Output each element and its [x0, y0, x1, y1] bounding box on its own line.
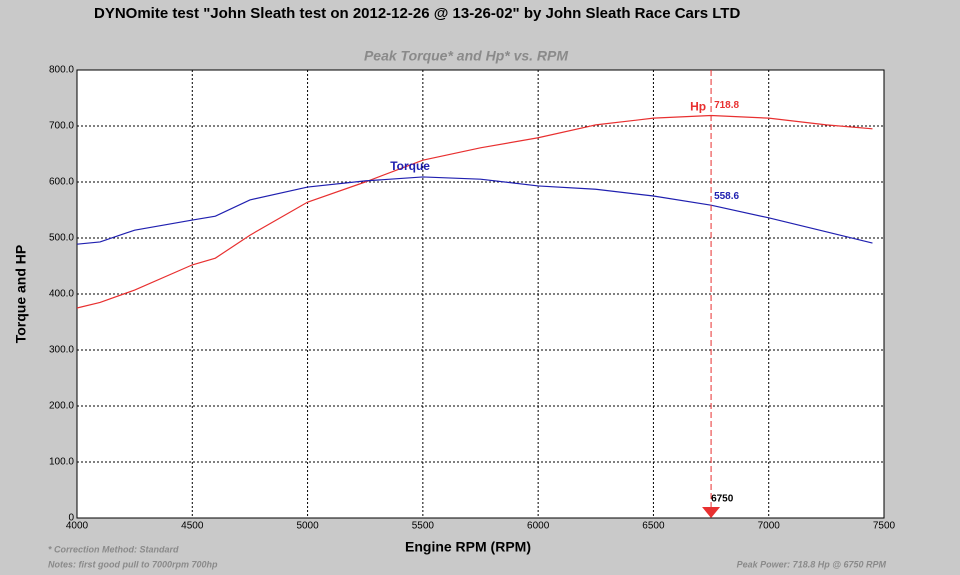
x-tick-label: 6000: [527, 521, 550, 532]
data-line: [76, 114, 873, 309]
y-tick-label: 400.0: [49, 289, 74, 300]
notes: Notes: first good pull to 7000rpm 700hp: [48, 559, 218, 569]
cursor-label: 6750: [711, 494, 734, 505]
x-tick-label: 7500: [873, 521, 896, 532]
value-label: 718.8: [714, 100, 739, 111]
y-tick-label: 0: [68, 513, 74, 524]
x-tick-label: 6500: [642, 521, 665, 532]
value-label: 558.6: [714, 191, 739, 202]
y-axis-label: Torque and HP: [13, 245, 29, 344]
chart-title: DYNOmite test "John Sleath test on 2012-…: [94, 5, 740, 22]
y-tick-label: 300.0: [49, 345, 74, 356]
series-label: Hp: [690, 100, 706, 114]
data-line: [76, 176, 873, 245]
x-tick-label: 4500: [181, 521, 204, 532]
peak-note: Peak Power: 718.8 Hp @ 6750 RPM: [737, 559, 887, 569]
y-tick-label: 200.0: [49, 401, 74, 412]
y-tick-label: 500.0: [49, 233, 74, 244]
chart-subtitle: Peak Torque* and Hp* vs. RPM: [364, 48, 568, 64]
correction-note: * Correction Method: Standard: [48, 544, 179, 554]
cursor-marker: [702, 507, 721, 518]
x-tick-label: 5000: [296, 521, 319, 532]
y-tick-label: 800.0: [49, 65, 74, 76]
x-tick-label: 4000: [66, 521, 89, 532]
x-axis-label: Engine RPM (RPM): [405, 539, 531, 555]
y-tick-label: 700.0: [49, 121, 74, 132]
y-tick-label: 100.0: [49, 457, 74, 468]
x-tick-label: 7000: [758, 521, 781, 532]
series-label: Torque: [390, 159, 430, 173]
x-tick-label: 5500: [412, 521, 435, 532]
y-tick-label: 600.0: [49, 177, 74, 188]
